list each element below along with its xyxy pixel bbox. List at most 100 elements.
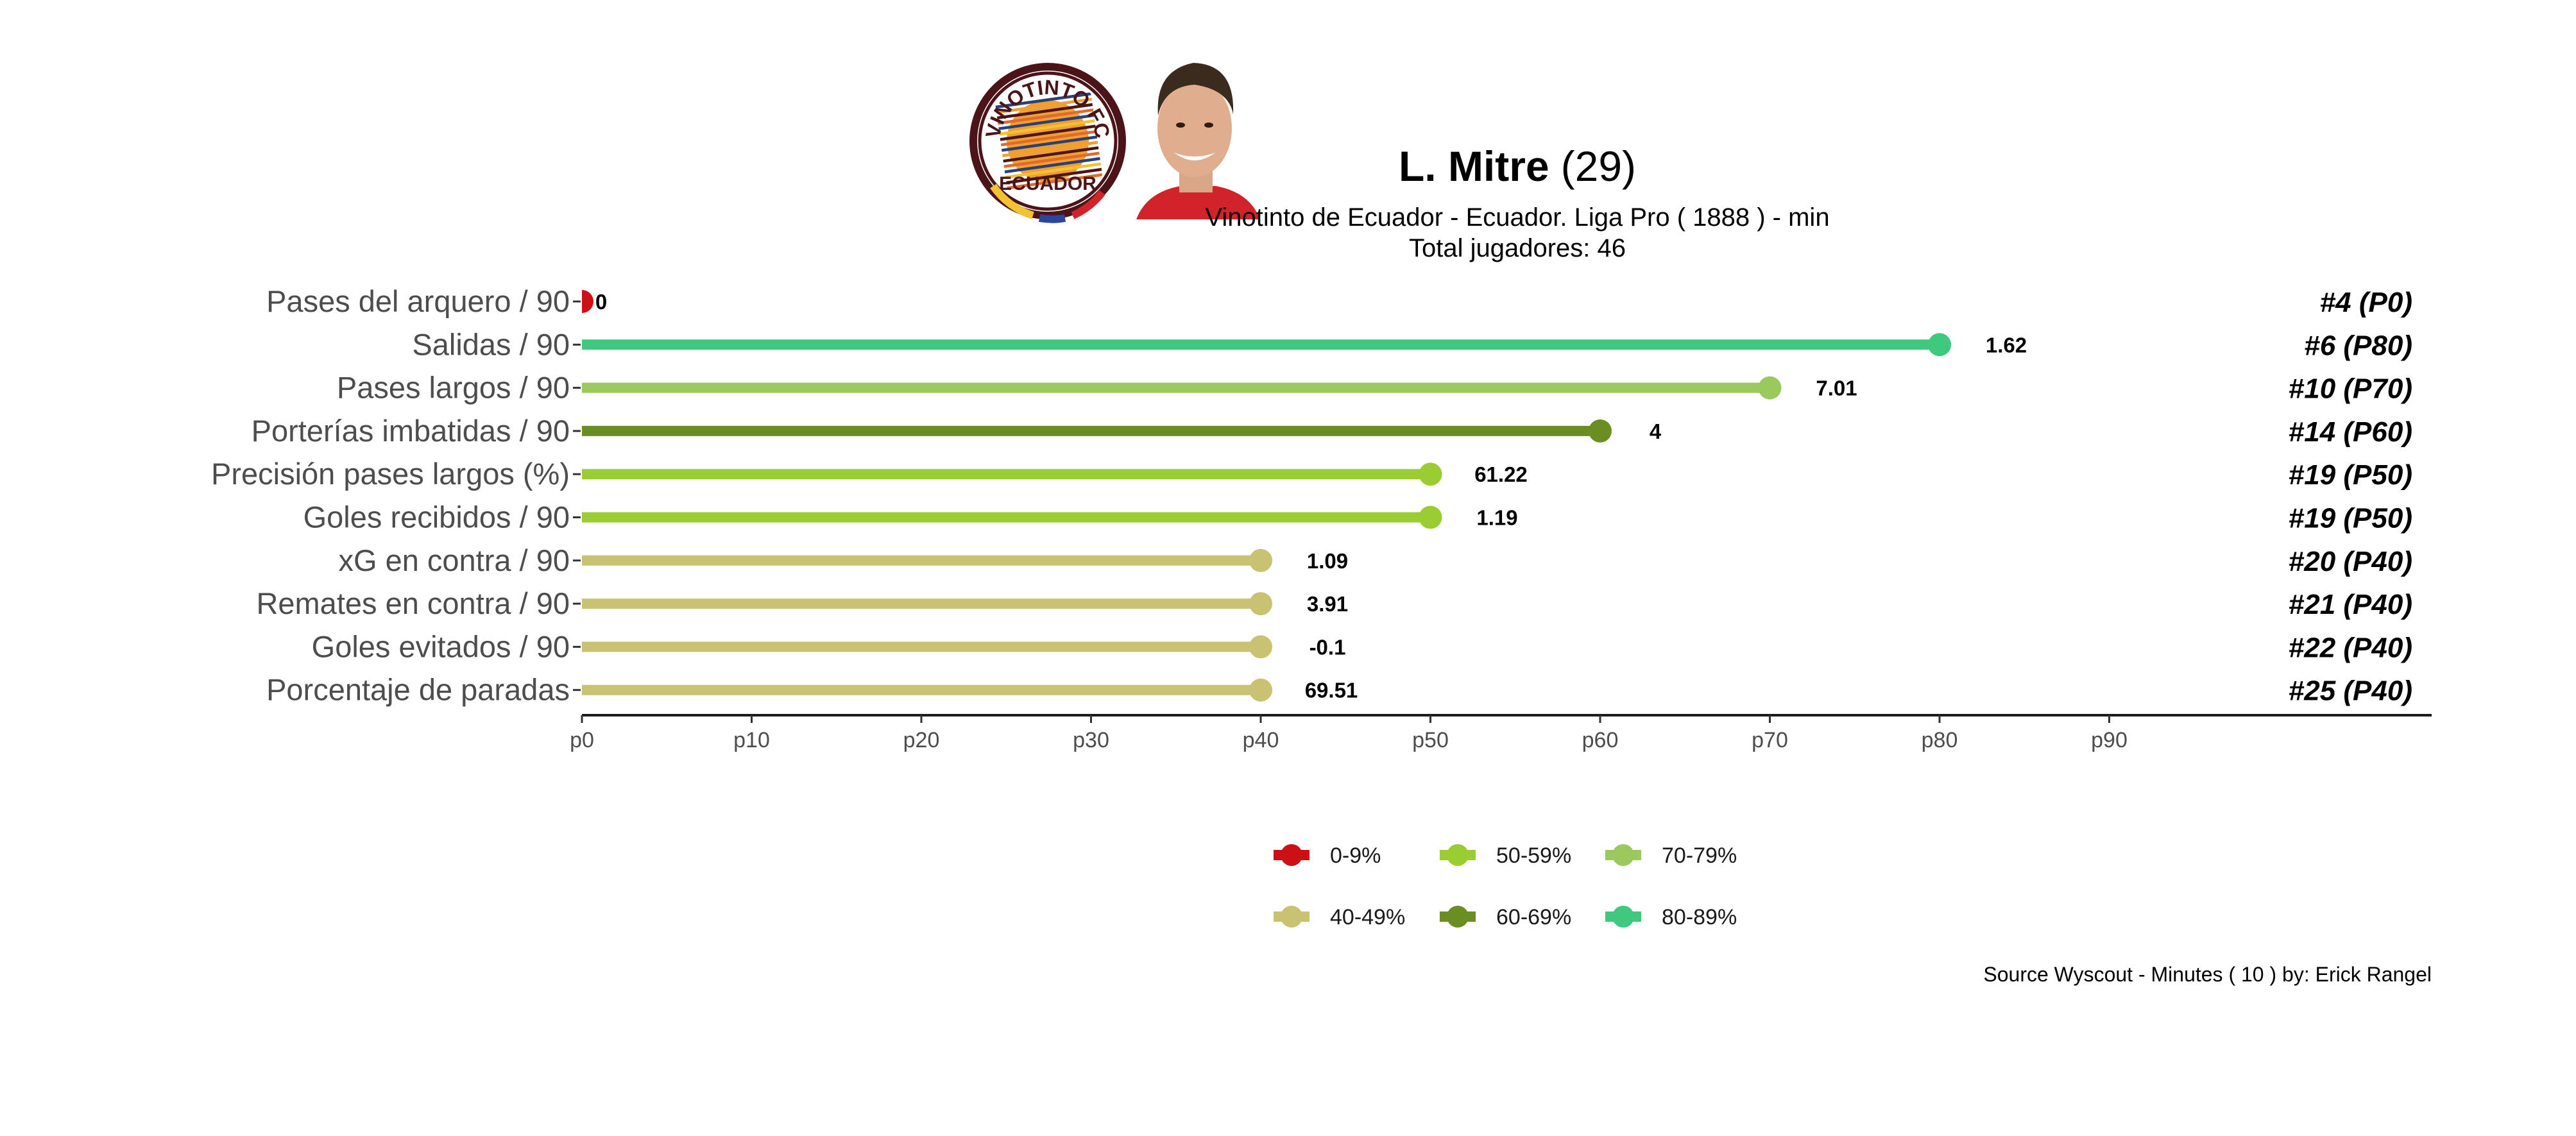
lollipop-dot [1419,462,1442,486]
x-tick-label: p0 [570,728,594,752]
metric-row: Pases largos / 90 7.01 #10 (P70) [337,371,2412,405]
value-label: 4 [1650,420,1662,443]
logo-stripe [1000,124,1096,141]
x-tick-label: p50 [1412,728,1449,752]
logo-stripe [999,119,1095,136]
club-logo: VINOTINTO FC ECUADOR [969,63,1126,223]
legend-label: 40-49% [1330,905,1405,929]
lollipop-dot [1249,678,1272,702]
logo-stripe [1001,135,1098,152]
legend-label: 80-89% [1662,905,1737,929]
x-tick-label: p90 [2091,728,2128,752]
value-label: 69.51 [1305,679,1358,702]
rank-label: #14 (P60) [2289,416,2412,448]
value-label: -0.1 [1309,635,1346,659]
metric-row: Precisión pases largos (%) 61.22 #19 (P50) [211,457,2412,491]
x-tick-label: p70 [1752,728,1788,752]
x-tick-label: p30 [1073,728,1109,752]
logo-stripe [1007,173,1103,190]
metric-label: Salidas / 90 [412,327,570,361]
rank-label: #4 (P0) [2320,287,2412,318]
rank-label: #6 (P80) [2304,330,2412,361]
logo-stripe [1006,167,1102,185]
lollipop-rows: Pases del arquero / 90 0 #4 (P0) Salidas / … [211,284,2412,707]
legend-swatch-dot [1447,906,1469,928]
logo-striped-ball [995,92,1103,190]
value-label: 61.22 [1474,462,1528,486]
legend-item: 80-89% [1605,905,1737,929]
legend-swatch-dot [1612,844,1634,866]
lollipop-dot [1249,635,1272,659]
legend-label: 60-69% [1496,905,1571,929]
chart-title: L. Mitre (29) [1399,142,1636,190]
metric-label: Goles evitados / 90 [312,629,570,663]
x-tick-label: p60 [1582,728,1619,752]
rank-label: #22 (P40) [2289,632,2412,663]
lollipop-dot [1758,376,1782,400]
logo-stripe [1005,162,1102,179]
metric-row: Remates en contra / 90 3.91 #21 (P40) [256,586,2412,620]
logo-stripe [1004,157,1100,174]
legend-item: 40-49% [1274,905,1405,929]
metric-label: Goles recibidos / 90 [303,500,570,534]
x-axis-ticks: p0 p10 p20 p30 p40 p50 p60 p70 p80 p90 [570,715,2128,752]
logo-red-band [1071,190,1105,219]
logo-stripe [1000,130,1096,147]
legend: 0-9% 50-59% 70-79% 40-49% 60-69% 80-89% [1274,844,1737,929]
x-tick-label: p80 [1922,728,1958,752]
rank-label: #19 (P50) [2289,459,2412,491]
value-label: 1.62 [1986,333,2027,357]
legend-swatch-dot [1612,906,1634,928]
logo-stripe [1003,146,1099,163]
value-label: 3.91 [1307,592,1348,616]
legend-swatch-dot [1447,844,1469,866]
metric-row: Salidas / 90 1.62 #6 (P80) [412,327,2412,361]
plot-area: Pases del arquero / 90 0 #4 (P0) Salidas / … [211,284,2432,752]
metric-row: xG en contra / 90 1.09 #20 (P40) [338,543,2412,577]
value-label: 0 [595,290,607,314]
metric-label: Precisión pases largos (%) [211,457,570,491]
x-tick-label: p20 [903,728,940,752]
metric-row: Porterías imbatidas / 90 4 #14 (P60) [252,414,2412,448]
logo-stripe [996,97,1092,114]
value-label: 1.19 [1476,506,1517,530]
rank-label: #19 (P50) [2289,503,2412,534]
lollipop-dot [1419,505,1442,529]
logo-blue-band [1038,214,1066,223]
lollipop-dot [1249,548,1272,572]
logo-yellow-band [990,183,1034,219]
player-age: (29) [1561,142,1636,190]
value-label: 7.01 [1816,377,1857,400]
rank-label: #21 (P40) [2289,589,2412,620]
lollipop-dot [1249,592,1272,616]
legend-item: 0-9% [1274,844,1381,868]
logo-bottom-text: ECUADOR [999,173,1096,194]
total-players: Total jugadores: 46 [1409,234,1626,262]
x-tick-label: p40 [1243,728,1279,752]
metric-label: xG en contra / 90 [338,543,570,577]
logo-stripe [998,108,1094,125]
source-caption: Source Wyscout - Minutes ( 10 ) by: Eric… [1983,963,2432,986]
metric-label: Remates en contra / 90 [256,586,570,620]
legend-swatch-dot [1281,844,1302,866]
rank-label: #25 (P40) [2289,675,2412,707]
metric-row: Porcentaje de paradas 69.51 #25 (P40) [266,673,2412,707]
logo-stripe [995,92,1091,109]
rank-label: #20 (P40) [2289,546,2412,577]
metric-label: Porterías imbatidas / 90 [252,414,570,448]
legend-label: 50-59% [1496,844,1571,868]
value-label: 1.09 [1307,549,1348,573]
legend-label: 0-9% [1330,844,1381,868]
logo-stripe [998,114,1095,130]
legend-swatch-dot [1281,906,1302,928]
legend-item: 50-59% [1440,844,1571,868]
chart-subtitle: Vinotinto de Ecuador - Ecuador. Liga Pro… [1205,203,1829,232]
logo-stripe [1002,140,1098,158]
legend-item: 60-69% [1440,905,1571,929]
player-name: L. Mitre [1399,142,1549,190]
lollipop-dot [1589,419,1612,443]
logo-stripe [996,103,1093,120]
legend-item: 70-79% [1605,844,1737,868]
metric-row: Goles evitados / 90 -0.1 #22 (P40) [312,629,2412,663]
